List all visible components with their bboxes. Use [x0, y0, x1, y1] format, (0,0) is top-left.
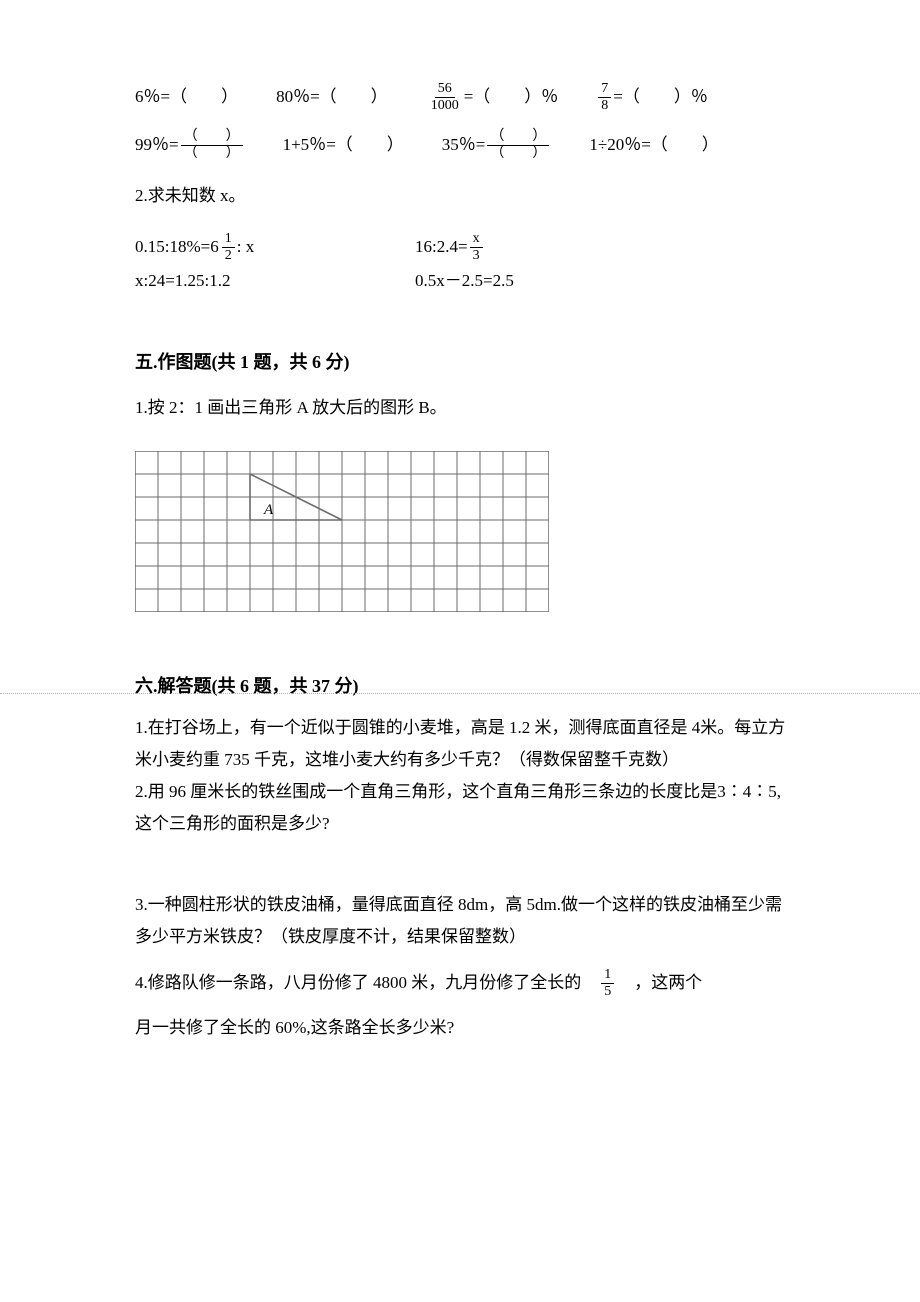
denominator: 8 [598, 98, 611, 113]
numerator: x [470, 232, 483, 248]
grid-figure: A [135, 451, 790, 612]
s6-question-3: 3.一种圆柱形状的铁皮油桶，量得底面直径 8dm，高 5dm.做一个这样的铁皮油… [135, 889, 790, 954]
q4-text-mid: ，这两个 [634, 967, 702, 999]
eq: = [476, 128, 486, 162]
calc-item: 35％ = （ ） （ ） [442, 128, 552, 162]
equation-row: x:24=1.25:1.2 0.5x－2.5=2.5 [135, 264, 790, 298]
numerator: 1 [222, 232, 235, 248]
equation-row: 0.15:18%= 6 1 2 : x 16:2.4= x 3 [135, 230, 790, 264]
fraction: 56 1000 [428, 82, 462, 113]
fraction-blank: （ ） （ ） [487, 130, 549, 161]
lhs: 1÷20％ [589, 128, 641, 162]
lhs: 80％ [276, 80, 310, 114]
fraction: 7 8 [598, 82, 611, 113]
suffix: ％ [541, 80, 558, 114]
svg-text:A: A [263, 502, 274, 518]
suffix: ％ [691, 80, 708, 114]
fraction-blank: （ ） （ ） [181, 130, 243, 161]
calc-item: 6％ =（ ） [135, 80, 238, 114]
denominator: 5 [601, 984, 614, 999]
equation-right: 16:2.4= x 3 [415, 230, 485, 264]
equation-left: x:24=1.25:1.2 [135, 264, 415, 298]
numerator: 1 [601, 968, 614, 984]
denominator-blank: （ ） [487, 146, 549, 161]
eq-blank: =（ ） [641, 128, 719, 162]
s6-question-2: 2.用 96 厘米长的铁丝围成一个直角三角形，这个直角三角形三条边的长度比是3∶… [135, 776, 790, 841]
equation-block: 0.15:18%= 6 1 2 : x 16:2.4= x 3 x: [135, 230, 790, 298]
lhs: 35％ [442, 128, 476, 162]
equation-right: 0.5x－2.5=2.5 [415, 264, 514, 298]
lhs: 6％ [135, 80, 161, 114]
fraction: x 3 [470, 232, 483, 263]
mixed-number: 6 1 2 [210, 230, 237, 264]
dotted-divider [0, 693, 920, 694]
s6-question-1: 1.在打谷场上，有一个近似于圆锥的小麦堆，高是 1.2 米，测得底面直径是 4米… [135, 712, 790, 777]
q4-text-pre: 4.修路队修一条路，八月份修了 4800 米，九月份修了全长的 [135, 967, 581, 999]
numerator-blank: （ ） [181, 130, 243, 146]
calc-row-1: 6％ =（ ） 80％ =（ ） 56 1000 =（ ） ％ 7 8 =（ ）… [135, 80, 790, 114]
grid-svg: A [135, 451, 549, 612]
numerator: 7 [598, 82, 611, 98]
eq: = [169, 128, 179, 162]
calc-item: 1÷20％ =（ ） [589, 128, 718, 162]
section-5-heading: 五.作图题(共 1 题，共 6 分) [135, 348, 790, 374]
calc-item: 99％ = （ ） （ ） [135, 128, 245, 162]
denominator-blank: （ ） [181, 146, 243, 161]
eq-blank: =（ ） [326, 128, 404, 162]
mixed-int: 6 [210, 230, 219, 264]
calc-item: 80％ =（ ） [276, 80, 388, 114]
equation-left: 0.15:18%= 6 1 2 : x [135, 230, 415, 264]
denominator: 3 [470, 248, 483, 263]
page: 6％ =（ ） 80％ =（ ） 56 1000 =（ ） ％ 7 8 =（ ）… [0, 0, 920, 1302]
s5-question-1: 1.按 2：1 画出三角形 A 放大后的图形 B。 [135, 392, 790, 424]
calc-row-2: 99％ = （ ） （ ） 1+5％ =（ ） 35％ = （ ） （ ） 1÷… [135, 128, 790, 162]
calc-item: 1+5％ =（ ） [283, 128, 404, 162]
s6-question-4-line2: 月一共修了全长的 60%,这条路全长多少米? [135, 1012, 790, 1044]
calc-item: 56 1000 =（ ） ％ [426, 80, 559, 114]
eq-text: 16:2.4= [415, 230, 468, 264]
fraction: 1 5 [601, 968, 614, 999]
eq-blank: =（ ） [310, 80, 388, 114]
eq-blank: =（ ） [464, 80, 542, 114]
denominator: 1000 [428, 98, 462, 113]
s6-question-4: 4.修路队修一条路，八月份修了 4800 米，九月份修了全长的 1 5 ，这两个 [135, 967, 702, 999]
question-2-title: 2.求未知数 x。 [135, 180, 790, 212]
eq-blank: =（ ） [161, 80, 239, 114]
numerator-blank: （ ） [487, 130, 549, 146]
lhs: 1+5％ [283, 128, 327, 162]
numerator: 56 [435, 82, 455, 98]
spacer [135, 841, 790, 889]
lhs: 99％ [135, 128, 169, 162]
denominator: 2 [222, 248, 235, 263]
eq-text: : x [237, 230, 254, 264]
fraction: 1 2 [222, 232, 235, 263]
eq-text: 0.15:18%= [135, 230, 210, 264]
eq-blank: =（ ） [613, 80, 691, 114]
calc-item: 7 8 =（ ） ％ [596, 80, 708, 114]
